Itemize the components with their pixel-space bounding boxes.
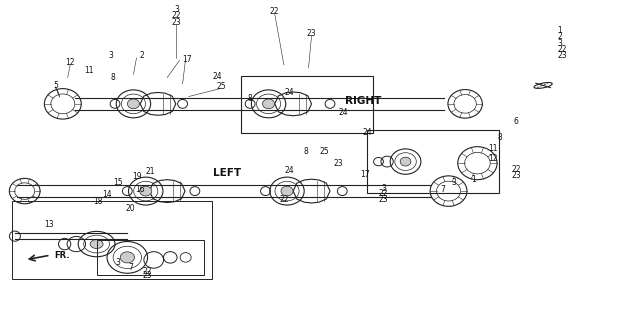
Ellipse shape xyxy=(139,186,152,196)
Text: 11: 11 xyxy=(488,144,497,153)
Text: 5: 5 xyxy=(53,81,58,90)
Text: 25: 25 xyxy=(217,82,226,91)
Text: 22: 22 xyxy=(172,11,181,20)
Text: 8: 8 xyxy=(303,147,308,156)
Text: 16: 16 xyxy=(135,185,145,194)
Text: 23: 23 xyxy=(333,159,343,168)
Text: 21: 21 xyxy=(145,167,155,176)
Text: 23: 23 xyxy=(557,52,567,60)
Bar xyxy=(12,201,212,279)
Text: 11: 11 xyxy=(84,66,93,75)
Text: 23: 23 xyxy=(172,18,181,27)
Ellipse shape xyxy=(263,99,275,109)
Text: 20: 20 xyxy=(126,204,135,213)
Bar xyxy=(367,130,499,193)
Text: 18: 18 xyxy=(94,197,103,206)
Text: 2: 2 xyxy=(139,52,144,60)
Text: LEFT: LEFT xyxy=(213,168,241,178)
Text: 8: 8 xyxy=(498,133,502,142)
Text: 23: 23 xyxy=(379,195,388,204)
Text: 3: 3 xyxy=(557,39,562,48)
Text: RIGHT: RIGHT xyxy=(346,96,382,106)
Text: 19: 19 xyxy=(131,172,141,181)
Ellipse shape xyxy=(281,186,293,196)
Bar xyxy=(97,240,204,275)
Text: 22: 22 xyxy=(557,45,567,54)
Text: 8: 8 xyxy=(111,73,115,82)
Text: 24: 24 xyxy=(284,88,294,97)
Ellipse shape xyxy=(90,240,103,249)
Text: 12: 12 xyxy=(65,58,75,67)
Text: 8: 8 xyxy=(247,94,252,103)
Ellipse shape xyxy=(128,99,139,109)
Text: 3: 3 xyxy=(174,5,179,14)
Text: 7: 7 xyxy=(128,263,133,272)
Text: 6: 6 xyxy=(514,117,518,126)
Text: 23: 23 xyxy=(143,271,152,280)
Text: 24: 24 xyxy=(213,72,222,81)
Text: FR.: FR. xyxy=(54,251,70,260)
Text: 22: 22 xyxy=(511,165,521,174)
Text: 17: 17 xyxy=(360,170,370,179)
Text: 23: 23 xyxy=(511,172,521,180)
Text: 14: 14 xyxy=(102,190,112,199)
Ellipse shape xyxy=(400,157,411,166)
Ellipse shape xyxy=(120,252,135,263)
Text: 2: 2 xyxy=(557,32,562,41)
Text: 13: 13 xyxy=(44,220,54,228)
Text: 3: 3 xyxy=(115,258,120,267)
Text: 3: 3 xyxy=(108,52,113,60)
Text: 3: 3 xyxy=(381,184,386,193)
Text: 17: 17 xyxy=(182,55,192,64)
Text: 22: 22 xyxy=(279,195,289,204)
Text: 7: 7 xyxy=(440,185,445,194)
Text: 15: 15 xyxy=(114,178,123,187)
Text: 24: 24 xyxy=(338,108,348,117)
Text: 23: 23 xyxy=(307,28,317,38)
Text: 12: 12 xyxy=(488,154,497,163)
Text: 25: 25 xyxy=(319,147,329,156)
Text: 1: 1 xyxy=(557,26,562,35)
Text: 3: 3 xyxy=(451,178,456,187)
Text: 22: 22 xyxy=(379,189,388,198)
Text: 22: 22 xyxy=(270,7,280,16)
Text: 1: 1 xyxy=(471,175,476,184)
Text: 22: 22 xyxy=(143,267,152,276)
Text: 24: 24 xyxy=(363,128,372,137)
Bar xyxy=(241,76,373,133)
Text: 24: 24 xyxy=(284,166,294,175)
